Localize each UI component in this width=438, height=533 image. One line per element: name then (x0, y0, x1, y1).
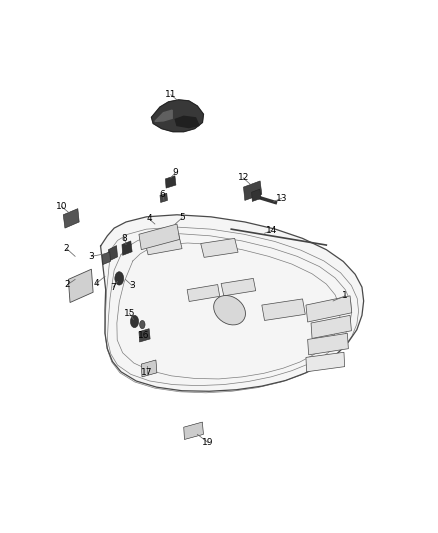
Text: 5: 5 (179, 213, 185, 222)
Polygon shape (108, 246, 117, 261)
Text: 8: 8 (121, 234, 127, 243)
Text: 11: 11 (165, 90, 177, 99)
Polygon shape (166, 176, 176, 188)
Ellipse shape (214, 295, 245, 325)
Polygon shape (102, 252, 110, 264)
Polygon shape (101, 215, 364, 391)
Polygon shape (307, 333, 348, 355)
Polygon shape (306, 352, 345, 372)
Polygon shape (155, 110, 172, 122)
Polygon shape (152, 100, 203, 132)
Text: 17: 17 (141, 368, 153, 377)
Circle shape (115, 272, 124, 285)
Polygon shape (311, 316, 351, 338)
Text: 12: 12 (237, 173, 249, 182)
Polygon shape (262, 299, 305, 320)
Text: 10: 10 (56, 202, 67, 211)
Polygon shape (201, 238, 238, 257)
Polygon shape (184, 422, 203, 440)
Polygon shape (306, 296, 352, 322)
Circle shape (140, 320, 145, 329)
Polygon shape (139, 224, 180, 249)
Polygon shape (139, 329, 150, 342)
Text: 3: 3 (88, 252, 94, 261)
Polygon shape (221, 278, 256, 296)
Polygon shape (251, 189, 261, 201)
Text: 2: 2 (65, 280, 71, 289)
Circle shape (131, 316, 138, 328)
Polygon shape (244, 181, 262, 200)
Text: 4: 4 (146, 214, 152, 223)
Polygon shape (122, 241, 132, 255)
Polygon shape (145, 235, 182, 255)
Polygon shape (160, 193, 167, 203)
Polygon shape (187, 285, 220, 302)
Text: 6: 6 (160, 190, 166, 199)
Text: 7: 7 (110, 282, 116, 292)
Polygon shape (68, 269, 93, 303)
Text: 16: 16 (138, 332, 149, 341)
Text: 2: 2 (64, 244, 70, 253)
Polygon shape (175, 116, 199, 127)
Text: 13: 13 (276, 194, 287, 203)
Text: 9: 9 (173, 168, 178, 177)
Text: 15: 15 (124, 309, 135, 318)
Text: 19: 19 (202, 438, 214, 447)
Polygon shape (63, 208, 79, 228)
Text: 1: 1 (342, 292, 348, 300)
Text: 3: 3 (129, 281, 135, 290)
Text: 14: 14 (265, 226, 277, 235)
Polygon shape (141, 360, 157, 377)
Text: 4: 4 (93, 279, 99, 288)
